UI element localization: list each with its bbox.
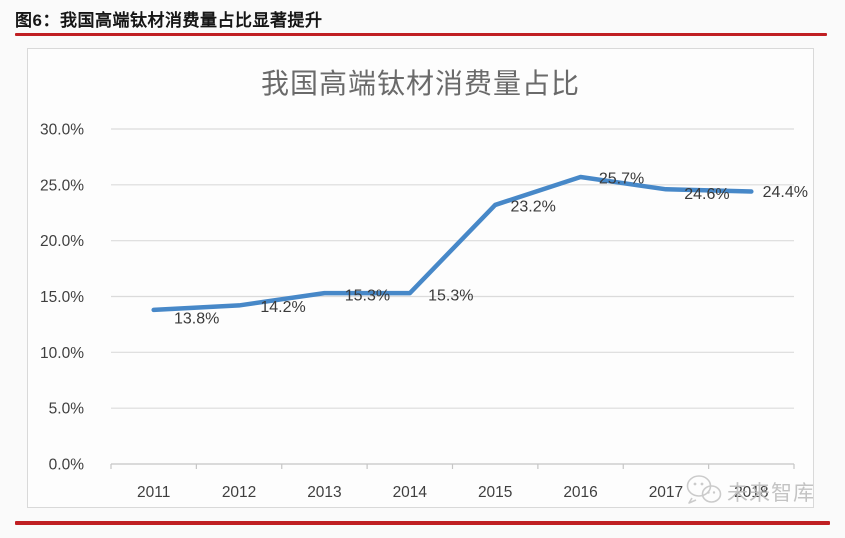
watermark-text: 未来智库: [727, 482, 815, 505]
x-axis-tick-label: 2016: [563, 484, 597, 501]
x-axis-tick-label: 2015: [478, 484, 512, 501]
y-axis-tick-label: 30.0%: [40, 122, 84, 139]
figure-caption: 图6：我国高端钛材消费量占比显著提升: [15, 11, 323, 30]
y-axis-tick-label: 25.0%: [40, 177, 84, 194]
y-axis-tick-label: 20.0%: [40, 233, 84, 250]
data-point-label: 15.3%: [345, 288, 390, 305]
header-underline: [15, 33, 827, 36]
x-axis-tick-label: 2012: [222, 484, 256, 501]
watermark: 未来智库: [684, 472, 844, 512]
wechat-icon: [684, 473, 724, 512]
y-axis-tick-label: 10.0%: [40, 345, 84, 362]
y-axis-tick-label: 0.0%: [49, 457, 85, 474]
y-axis-tick-label: 5.0%: [49, 401, 85, 418]
data-point-label: 25.7%: [599, 171, 644, 188]
y-axis-tick-label: 15.0%: [40, 289, 84, 306]
x-axis-tick-label: 2014: [393, 484, 428, 501]
series-line: [151, 174, 754, 313]
chart-card: 我国高端钛材消费量占比 30.0% 25.0% 20.0% 15.0% 10.0% 5.0…: [27, 48, 814, 508]
chart-title: 我国高端钛材消费量占比: [260, 68, 580, 99]
bottom-red-bar: [15, 521, 830, 525]
data-point-label: 14.2%: [260, 299, 305, 316]
data-point-label: 23.2%: [511, 198, 556, 215]
data-point-label: 15.3%: [428, 288, 473, 305]
x-axis-tick-label: 2013: [307, 484, 341, 501]
x-axis-tick-label: 2018: [734, 484, 768, 501]
x-axis-tick-label: 2017: [649, 484, 683, 501]
x-axis-tick-label: 2011: [137, 484, 170, 501]
line-chart: 30.0% 25.0% 20.0% 15.0% 10.0% 5.0% 0.0% 2011 201…: [40, 122, 808, 502]
data-point-label: 13.8%: [174, 310, 219, 327]
data-point-label: 24.6%: [684, 186, 729, 203]
data-point-label: 24.4%: [763, 184, 808, 201]
